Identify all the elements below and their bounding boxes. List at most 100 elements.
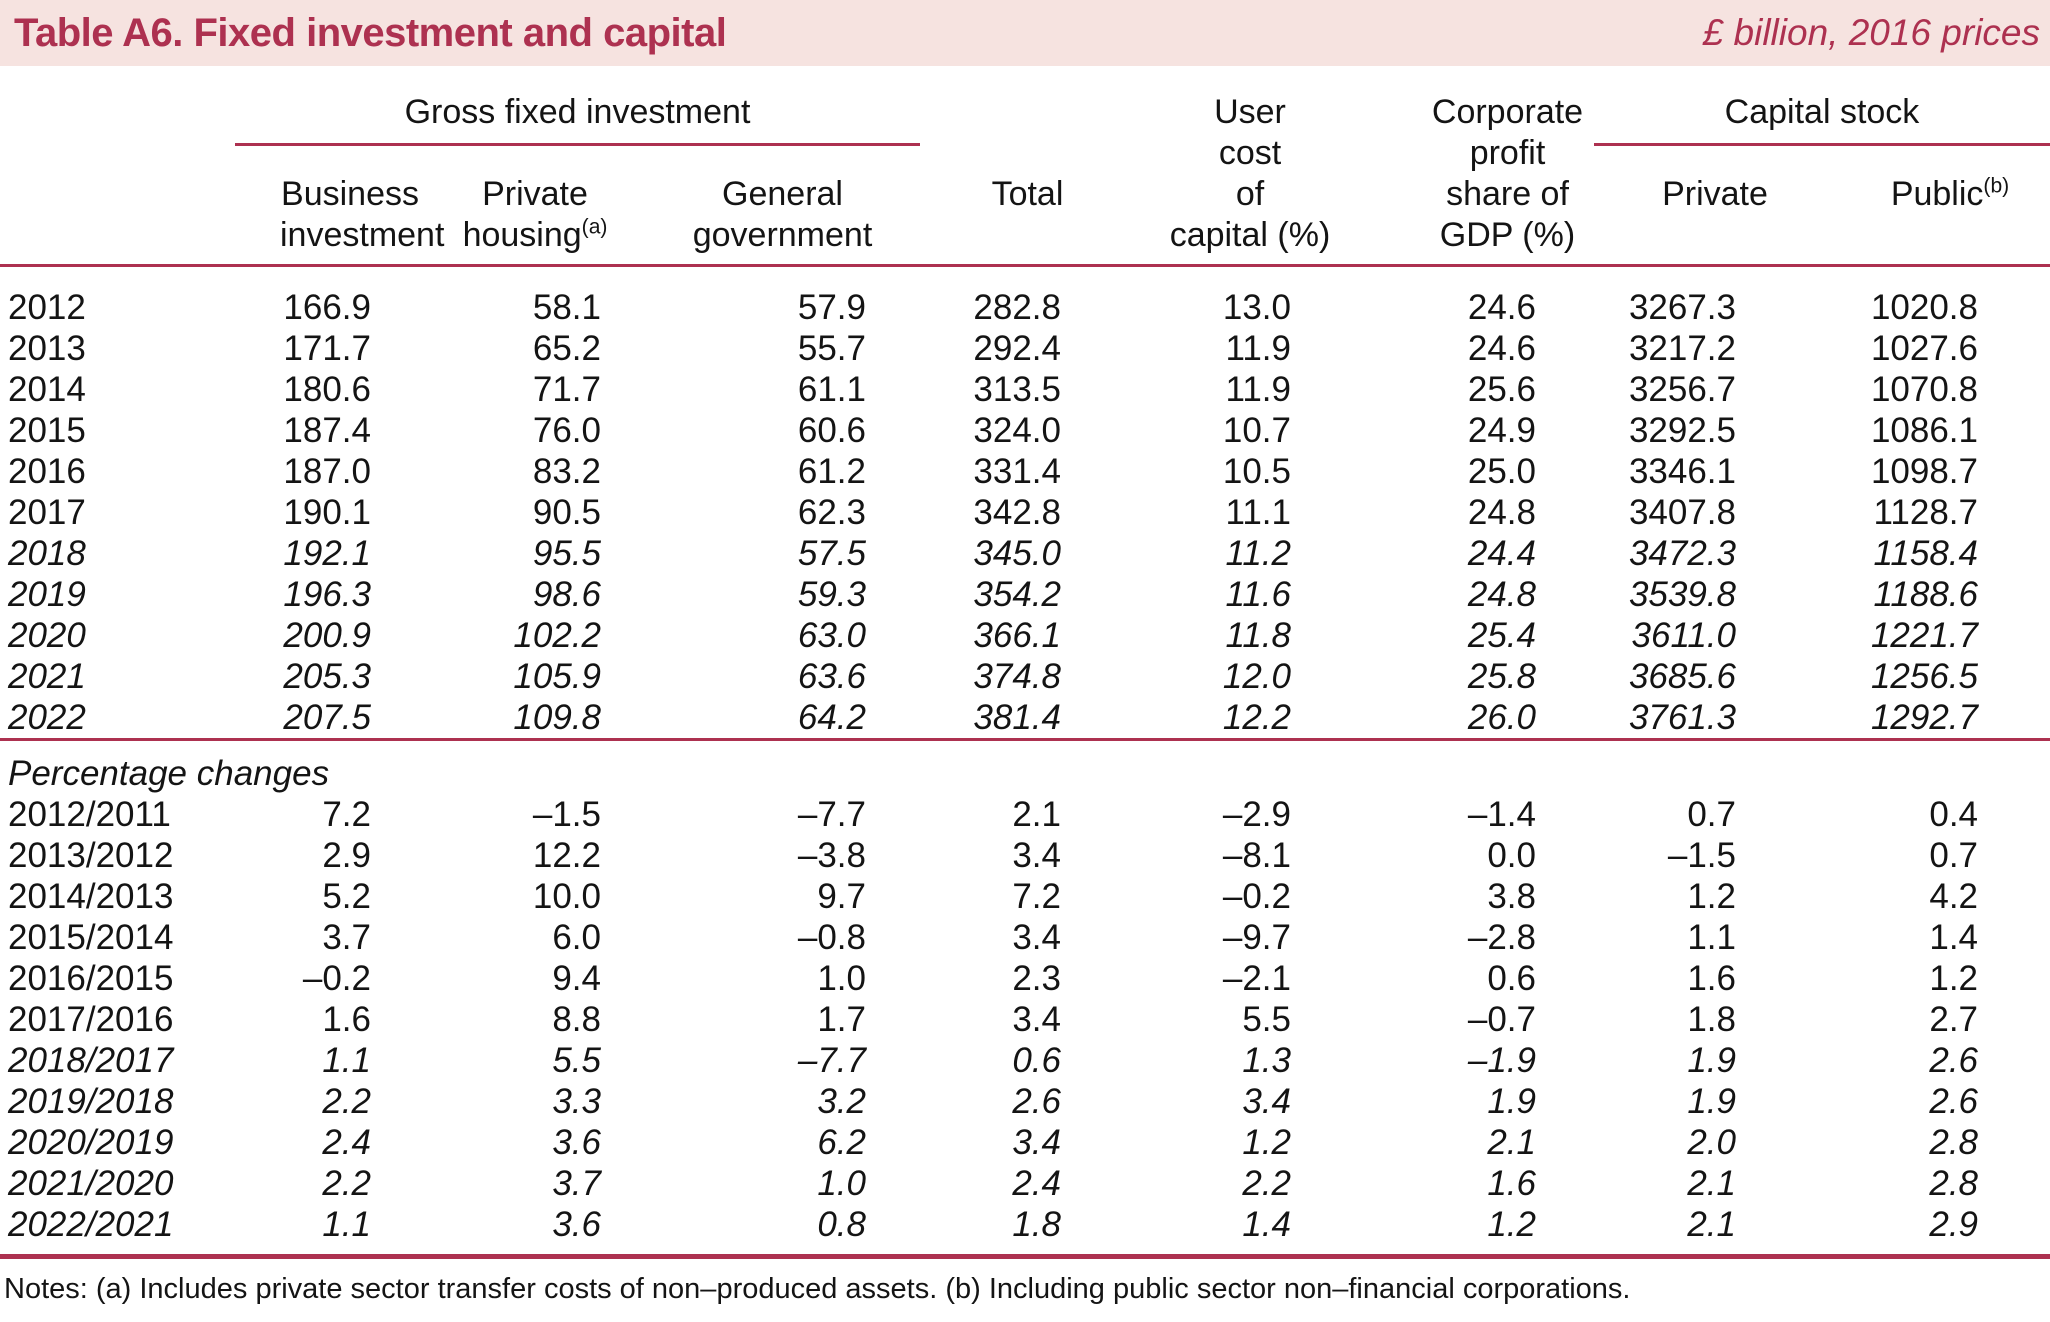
row-label: 2015/2014 xyxy=(8,918,174,957)
bottom-rule xyxy=(0,1254,2050,1259)
value-cell: 2.8 xyxy=(1929,1164,1979,1203)
col-header-capital-stock-private: Private xyxy=(1662,175,1768,213)
value-cell: 0.7 xyxy=(1687,795,1736,834)
value-cell: 109.8 xyxy=(513,698,601,737)
value-cell: 2.3 xyxy=(1012,959,1061,998)
value-cell: 0.6 xyxy=(1012,1041,1061,1080)
table-row: 2013 171.7 65.2 55.7 292.4 11.9 24.6 3217.2 1027… xyxy=(0,328,2050,369)
group-underline xyxy=(235,143,920,146)
value-cell: 61.2 xyxy=(797,452,866,491)
value-cell: 3.4 xyxy=(1012,918,1061,957)
group-header-capital-stock: Capital stock xyxy=(1594,92,2050,174)
row-label: 2012 xyxy=(8,288,86,327)
value-cell: –2.8 xyxy=(1467,918,1536,957)
value-cell: 1128.7 xyxy=(1873,493,1978,532)
percentage-changes-section: Percentage changes 2012/2011 7.2 –1.5 –7.7 2… xyxy=(0,738,2050,1254)
value-cell: –0.2 xyxy=(302,959,371,998)
value-cell: 62.3 xyxy=(797,493,866,532)
row-label: 2022 xyxy=(8,698,86,737)
col-header-general-government: General government xyxy=(692,175,873,254)
value-cell: 180.6 xyxy=(283,370,371,409)
row-label: 2020/2019 xyxy=(8,1123,174,1162)
table-row: 2021/2020 2.2 3.7 1.0 2.4 2.2 1.6 2.1 2.8 xyxy=(0,1163,2050,1204)
value-cell: 26.0 xyxy=(1467,698,1536,737)
value-cell: 1020.8 xyxy=(1870,288,1978,327)
value-cell: 1.9 xyxy=(1687,1082,1736,1121)
notes-line: Notes: (a) Includes private sector trans… xyxy=(4,1273,1631,1305)
value-cell: 11.9 xyxy=(1225,370,1291,409)
value-cell: 11.2 xyxy=(1225,534,1291,573)
value-cell: 1256.5 xyxy=(1870,657,1978,696)
value-cell: 98.6 xyxy=(532,575,601,614)
value-cell: 1.6 xyxy=(1487,1164,1536,1203)
value-cell: 1.2 xyxy=(1687,877,1736,916)
value-cell: 3.4 xyxy=(1012,836,1061,875)
value-cell: 1.6 xyxy=(322,1000,371,1039)
value-cell: 57.9 xyxy=(797,288,866,327)
value-cell: 3.3 xyxy=(552,1082,601,1121)
value-cell: 11.6 xyxy=(1225,575,1291,614)
value-cell: –8.1 xyxy=(1222,836,1291,875)
value-cell: 57.5 xyxy=(797,534,866,573)
value-cell: 2.2 xyxy=(1242,1164,1291,1203)
value-cell: 10.7 xyxy=(1222,411,1291,450)
value-cell: 2.1 xyxy=(1012,795,1061,834)
col-header-business-investment: Business investment xyxy=(280,175,445,254)
value-cell: 12.2 xyxy=(1222,698,1291,737)
value-cell: –7.7 xyxy=(797,1041,866,1080)
value-cell: 313.5 xyxy=(973,370,1061,409)
value-cell: 2.1 xyxy=(1487,1123,1536,1162)
value-cell: 187.0 xyxy=(283,452,371,491)
value-cell: 3.4 xyxy=(1012,1123,1061,1162)
value-cell: 5.5 xyxy=(1242,1000,1291,1039)
value-cell: 1.0 xyxy=(817,959,866,998)
value-cell: 3611.0 xyxy=(1631,616,1736,655)
value-cell: 190.1 xyxy=(283,493,371,532)
value-cell: 1.8 xyxy=(1012,1205,1061,1244)
footnote-marker-b: (b) xyxy=(1983,174,2010,198)
col-header-corporate-profit-share: Corporate profit share of GDP (%) xyxy=(1431,93,1584,254)
row-label: 2018 xyxy=(8,534,86,573)
table-row: 2014 180.6 71.7 61.1 313.5 11.9 25.6 3256.7 1070… xyxy=(0,369,2050,410)
group-label: Gross fixed investment xyxy=(404,93,751,131)
value-cell: 1.6 xyxy=(1687,959,1736,998)
value-cell: 83.2 xyxy=(532,452,601,491)
value-cell: 105.9 xyxy=(513,657,601,696)
value-cell: 3.6 xyxy=(552,1123,601,1162)
percentage-changes-table: Percentage changes 2012/2011 7.2 –1.5 –7.7 2… xyxy=(0,753,2050,1245)
value-cell: 1.7 xyxy=(817,1000,866,1039)
value-cell: 11.1 xyxy=(1225,493,1291,532)
table-row: 2022 207.5 109.8 64.2 381.4 12.2 26.0 3761.3 129… xyxy=(0,697,2050,738)
value-cell: 10.0 xyxy=(532,877,601,916)
value-cell: 2.6 xyxy=(1929,1041,1979,1080)
value-cell: 3.2 xyxy=(817,1082,866,1121)
value-cell: 61.1 xyxy=(797,370,866,409)
value-cell: 2.6 xyxy=(1929,1082,1979,1121)
row-label: 2020 xyxy=(8,616,86,655)
value-cell: –0.7 xyxy=(1467,1000,1536,1039)
value-cell: 63.0 xyxy=(797,616,866,655)
value-cell: 1.1 xyxy=(322,1205,371,1244)
value-cell: 1.1 xyxy=(1687,918,1736,957)
row-label: 2013/2012 xyxy=(8,836,174,875)
row-label: 2019 xyxy=(8,575,86,614)
value-cell: 1.2 xyxy=(1929,959,1979,998)
value-cell: 2.6 xyxy=(1012,1082,1061,1121)
value-cell: 11.9 xyxy=(1225,329,1291,368)
value-cell: –1.5 xyxy=(1667,836,1736,875)
value-cell: 0.0 xyxy=(1487,836,1536,875)
table-title: Table A6. Fixed investment and capital xyxy=(14,10,727,55)
value-cell: 1070.8 xyxy=(1870,370,1978,409)
value-cell: 2.9 xyxy=(322,836,371,875)
table-row: 2018 192.1 95.5 57.5 345.0 11.2 24.4 3472.3 1158… xyxy=(0,533,2050,574)
title-bar: Table A6. Fixed investment and capital £… xyxy=(0,0,2050,66)
value-cell: 1027.6 xyxy=(1870,329,1978,368)
value-cell: 3685.6 xyxy=(1628,657,1736,696)
table-row: 2016/2015 –0.2 9.4 1.0 2.3 –2.1 0.6 1.6 1.2 xyxy=(0,958,2050,999)
value-cell: 4.2 xyxy=(1929,877,1979,916)
table-row: 2012/2011 7.2 –1.5 –7.7 2.1 –2.9 –1.4 0.7 0.4 xyxy=(0,794,2050,835)
value-cell: 331.4 xyxy=(973,452,1061,491)
value-cell: 354.2 xyxy=(973,575,1061,614)
table-row: 2013/2012 2.9 12.2 –3.8 3.4 –8.1 0.0 –1.5 0.7 xyxy=(0,835,2050,876)
table-row: 2019/2018 2.2 3.3 3.2 2.6 3.4 1.9 1.9 2.6 xyxy=(0,1081,2050,1122)
